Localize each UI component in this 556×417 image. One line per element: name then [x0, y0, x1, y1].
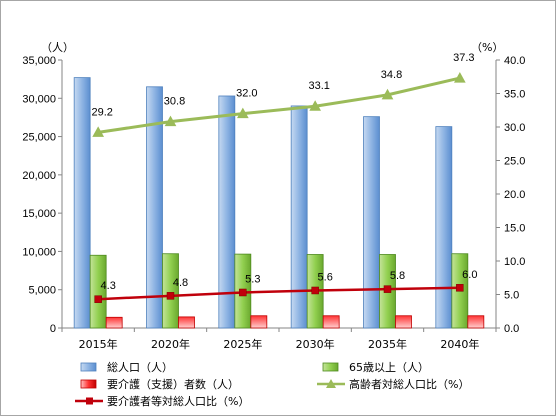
- right-tick-label: 40.0: [504, 55, 525, 67]
- bars: [73, 77, 485, 329]
- series-line: [98, 286, 460, 301]
- legend-label: 要介護（支援）者数（人）: [107, 377, 239, 391]
- axes: 0 5,000 10,000 15,000 20,000 25,000 30,000 35,0…: [22, 41, 525, 351]
- data-label: 30.8: [164, 96, 185, 108]
- legend-swatch: [322, 362, 339, 372]
- lines: [92, 72, 466, 303]
- left-tick-label: 15,000: [22, 208, 56, 220]
- legend-swatch: [80, 379, 97, 389]
- data-label: 33.1: [308, 80, 329, 92]
- data-label: 6.0: [462, 269, 477, 281]
- line-point: [164, 115, 177, 127]
- bar: [178, 316, 195, 329]
- bar: [105, 316, 123, 329]
- left-tick-label: 35,000: [22, 55, 56, 67]
- line-point: [92, 126, 105, 137]
- right-tick-label: 25.0: [504, 156, 525, 168]
- bar: [89, 254, 107, 329]
- bar: [363, 116, 380, 329]
- data-label: 4.8: [173, 277, 188, 289]
- bar: [290, 105, 308, 329]
- bar: [162, 253, 179, 329]
- legend-marker: [86, 397, 93, 405]
- left-tick-label: 0: [50, 323, 56, 335]
- legend: 総人口（人） 65歳以上（人） 要介護（支援）者数（人） 高齢者対総人口比（%） 要介護…: [75, 360, 469, 408]
- line-point: [236, 107, 249, 119]
- legend-label: 高齢者対総人口比（%）: [349, 377, 469, 391]
- bar: [435, 126, 453, 329]
- data-label: 37.3: [453, 52, 474, 64]
- right-tick-label: 30.0: [504, 122, 525, 134]
- bar: [146, 86, 163, 329]
- right-tick-label: 35.0: [504, 89, 525, 101]
- data-label: 32.0: [236, 88, 257, 100]
- left-tick-label: 25,000: [22, 132, 56, 144]
- right-tick-label: 5.0: [504, 290, 519, 302]
- right-tick-label: 0.0: [504, 323, 519, 335]
- x-tick-label: 2035年: [368, 337, 407, 351]
- data-label: 34.8: [381, 69, 402, 81]
- line-point: [381, 88, 394, 100]
- series-line: [97, 76, 461, 134]
- right-tick-label: 20.0: [504, 189, 525, 201]
- left-tick-label: 5,000: [28, 285, 56, 297]
- line-point: [309, 100, 322, 111]
- bar: [218, 95, 236, 329]
- data-label: 29.2: [91, 106, 112, 118]
- x-tick-label: 2015年: [79, 337, 118, 351]
- labels: 29.2 30.8 32.0 33.1 34.8 37.3 4.3 4.8 5.3 5.6 5.8 6…: [91, 52, 477, 292]
- x-tick-label: 2030年: [296, 337, 335, 351]
- legend-label: 65歳以上（人）: [349, 361, 429, 374]
- line-point: [166, 292, 175, 300]
- data-label: 5.3: [245, 273, 260, 285]
- left-tick-label: 30,000: [22, 93, 56, 105]
- data-label: 5.8: [390, 270, 405, 282]
- x-tick-label: 2040年: [440, 337, 479, 351]
- right-axis-unit: （%）: [471, 41, 503, 54]
- legend-label: 総人口（人）: [107, 360, 173, 374]
- line-point: [453, 72, 466, 83]
- line-point: [239, 288, 247, 297]
- legend-marker: [326, 379, 336, 388]
- line-point: [383, 285, 392, 293]
- line-point: [311, 286, 319, 295]
- data-label: 5.6: [318, 271, 333, 283]
- bar: [322, 315, 340, 329]
- line-point: [456, 284, 464, 292]
- x-tick-label: 2025年: [223, 337, 262, 351]
- legend-label: 要介護者等対総人口比（%）: [107, 394, 249, 408]
- left-tick-label: 10,000: [22, 246, 56, 258]
- bar: [250, 315, 268, 329]
- left-axis-unit: （人）: [41, 41, 74, 54]
- bar: [467, 315, 485, 329]
- legend-swatch: [80, 362, 97, 372]
- x-tick-label: 2020年: [151, 337, 190, 351]
- data-label: 4.3: [101, 280, 116, 292]
- line-point: [94, 295, 102, 303]
- left-tick-label: 20,000: [22, 170, 56, 182]
- right-tick-label: 15.0: [504, 223, 525, 235]
- right-tick-label: 10.0: [504, 256, 525, 268]
- bar: [395, 315, 412, 329]
- bar: [73, 77, 91, 329]
